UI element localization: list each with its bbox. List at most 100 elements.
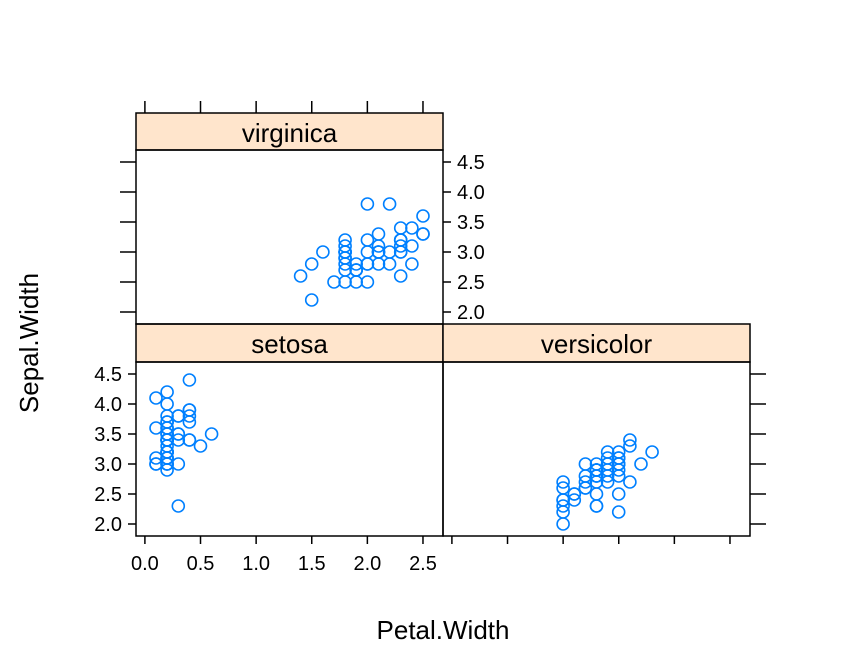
data-point xyxy=(371,227,386,241)
data-point xyxy=(556,493,570,507)
data-point xyxy=(171,499,186,513)
data-point xyxy=(149,391,163,405)
data-point xyxy=(382,245,397,259)
data-point xyxy=(634,457,648,471)
y-axis-title: Sepal.Width xyxy=(14,273,44,413)
data-point xyxy=(171,433,186,447)
y-tick-label: 2.5 xyxy=(457,272,485,294)
data-point xyxy=(623,475,637,489)
data-point xyxy=(611,505,626,519)
data-point xyxy=(182,415,197,429)
data-point xyxy=(416,209,430,223)
data-point xyxy=(204,427,219,441)
data-point xyxy=(371,257,386,271)
panel-frame-versicolor xyxy=(442,361,751,537)
panel-versicolor: versicolor xyxy=(442,323,751,537)
data-point xyxy=(338,239,352,253)
data-point xyxy=(405,221,419,235)
data-point xyxy=(578,475,593,489)
strip-label-versicolor: versicolor xyxy=(541,329,653,359)
strip-label-virginica: virginica xyxy=(242,118,338,148)
data-point xyxy=(382,257,397,271)
y-tick-label: 2.5 xyxy=(94,484,122,506)
data-point xyxy=(349,275,364,289)
panel-virginica: virginica xyxy=(135,112,444,325)
data-point xyxy=(304,257,319,271)
data-point xyxy=(360,245,375,259)
strip-label-setosa: setosa xyxy=(251,329,328,359)
data-point xyxy=(589,463,604,477)
data-point xyxy=(393,221,408,235)
data-point xyxy=(393,245,408,259)
data-point xyxy=(149,457,163,471)
data-point xyxy=(327,275,341,289)
data-point xyxy=(405,239,419,253)
x-axis-title: Petal.Width xyxy=(377,615,510,645)
data-point xyxy=(160,439,174,453)
data-point xyxy=(611,451,626,465)
data-point xyxy=(160,409,174,423)
strip-virginica xyxy=(135,112,444,151)
data-point xyxy=(589,487,604,501)
data-point xyxy=(171,457,186,471)
data-point xyxy=(589,499,604,513)
data-point xyxy=(405,257,419,271)
strip-setosa xyxy=(135,323,444,363)
data-point xyxy=(160,385,174,399)
data-point xyxy=(360,257,375,271)
data-point xyxy=(360,233,375,247)
data-point xyxy=(556,499,570,513)
data-point xyxy=(623,439,637,453)
panels-layer: setosa versicolor virginica xyxy=(135,112,751,537)
y-tick-label: 4.5 xyxy=(94,364,122,386)
data-point xyxy=(171,409,186,423)
data-point xyxy=(349,257,364,271)
data-point xyxy=(393,239,408,253)
data-point xyxy=(160,415,174,429)
data-point xyxy=(556,517,570,531)
data-point xyxy=(160,445,174,459)
data-point xyxy=(416,227,430,241)
data-point xyxy=(371,239,386,253)
data-point xyxy=(304,293,319,307)
x-tick-label: 2.0 xyxy=(353,553,381,575)
data-point xyxy=(611,457,626,471)
data-point xyxy=(293,269,308,283)
y-tick-label: 3.0 xyxy=(457,242,485,264)
data-point xyxy=(578,457,593,471)
data-point xyxy=(182,373,197,387)
y-tick-label: 2.0 xyxy=(94,514,122,536)
y-tick-label: 3.5 xyxy=(94,424,122,446)
data-point xyxy=(556,475,570,489)
data-point xyxy=(600,451,615,465)
data-point xyxy=(338,263,352,277)
data-point xyxy=(316,245,330,259)
data-point xyxy=(645,445,659,459)
data-point xyxy=(160,397,174,411)
data-point xyxy=(171,427,186,441)
data-point xyxy=(193,439,208,453)
x-tick-label: 1.5 xyxy=(298,553,326,575)
data-point xyxy=(382,197,397,211)
x-tick-label: 0.0 xyxy=(131,553,159,575)
y-tick-label: 3.5 xyxy=(457,212,485,234)
data-point xyxy=(338,245,352,259)
x-tick-label: 2.5 xyxy=(409,553,437,575)
y-tick-label: 2.0 xyxy=(457,302,485,324)
data-point xyxy=(338,275,352,289)
x-tick-label: 1.0 xyxy=(242,553,270,575)
data-point xyxy=(149,451,163,465)
data-point xyxy=(600,457,615,471)
data-point xyxy=(611,487,626,501)
data-point xyxy=(360,197,375,211)
y-tick-label: 4.5 xyxy=(457,152,485,174)
panel-setosa: setosa xyxy=(135,323,444,537)
y-tick-label: 4.0 xyxy=(94,394,122,416)
data-point xyxy=(360,275,375,289)
strip-versicolor xyxy=(442,323,751,363)
data-point xyxy=(182,409,197,423)
axes-layer: 0.0 0.5 1.0 1.5 2.0 2.5 2.0 2.0 2.5 2.5 3.0 3.0 3.5 3… xyxy=(94,101,766,575)
x-tick-label: 0.5 xyxy=(187,553,215,575)
y-tick-label: 3.0 xyxy=(94,454,122,476)
